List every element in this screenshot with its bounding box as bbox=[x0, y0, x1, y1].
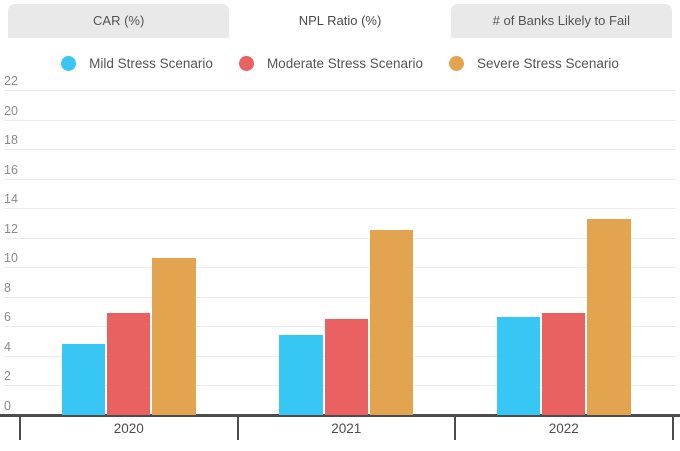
x-axis-line bbox=[0, 414, 680, 417]
y-axis-tick-label: 20 bbox=[4, 103, 18, 118]
x-axis-category-label: 2020 bbox=[113, 421, 144, 436]
y-axis-tick-label: 10 bbox=[4, 251, 18, 266]
legend-item-severe[interactable]: Severe Stress Scenario bbox=[449, 56, 619, 71]
moderate-series-dot-icon bbox=[238, 56, 254, 71]
severe-series-dot-icon bbox=[449, 56, 465, 71]
gridline bbox=[4, 89, 676, 91]
bar-mild-2020[interactable] bbox=[61, 344, 106, 415]
axis-tick bbox=[236, 414, 239, 440]
mild-series-dot-icon bbox=[61, 56, 77, 71]
y-axis-tick-label: 18 bbox=[4, 133, 18, 148]
gridline bbox=[4, 296, 676, 298]
y-axis-tick-label: 8 bbox=[4, 280, 11, 295]
bar-moderate-2022[interactable] bbox=[542, 313, 586, 415]
y-axis-tick-label: 22 bbox=[4, 73, 18, 88]
axis-tick bbox=[671, 414, 674, 440]
tab-car[interactable]: CAR (%) bbox=[8, 4, 230, 38]
legend-label: Severe Stress Scenario bbox=[477, 56, 619, 71]
axis-tick bbox=[19, 414, 21, 440]
gridline bbox=[4, 119, 676, 121]
gridline bbox=[4, 267, 676, 269]
legend-label: Mild Stress Scenario bbox=[89, 56, 213, 71]
y-axis-tick-label: 2 bbox=[4, 369, 11, 384]
bar-severe-2022[interactable] bbox=[587, 218, 631, 415]
y-axis-tick-label: 6 bbox=[4, 310, 11, 325]
y-axis-tick-label: 12 bbox=[4, 221, 18, 236]
legend-item-moderate[interactable]: Moderate Stress Scenario bbox=[238, 56, 424, 71]
bar-severe-2021[interactable] bbox=[369, 230, 414, 415]
x-axis-category-label: 2022 bbox=[548, 421, 579, 436]
axis-tick bbox=[454, 414, 456, 440]
legend-item-mild[interactable]: Mild Stress Scenario bbox=[61, 56, 213, 71]
y-axis-tick-label: 14 bbox=[4, 192, 18, 207]
tab-bar: CAR (%) NPL Ratio (%) # of Banks Likely … bbox=[8, 4, 672, 38]
chart-legend: Mild Stress Scenario Moderate Stress Sce… bbox=[0, 56, 680, 71]
tab-banks-likely-to-fail[interactable]: # of Banks Likely to Fail bbox=[450, 4, 672, 38]
gridline bbox=[4, 178, 676, 180]
bar-mild-2021[interactable] bbox=[279, 335, 323, 415]
y-axis-tick-label: 16 bbox=[4, 162, 18, 177]
gridline bbox=[4, 208, 676, 210]
y-axis-tick-label: 0 bbox=[4, 399, 11, 413]
x-axis-category-label: 2021 bbox=[331, 421, 362, 436]
bar-severe-2020[interactable] bbox=[152, 258, 196, 415]
bar-mild-2022[interactable] bbox=[496, 317, 541, 415]
bar-moderate-2021[interactable] bbox=[324, 318, 368, 415]
legend-label: Moderate Stress Scenario bbox=[266, 56, 424, 71]
gridline bbox=[4, 237, 676, 239]
y-axis-tick-label: 4 bbox=[4, 339, 11, 354]
bar-moderate-2020[interactable] bbox=[107, 313, 151, 415]
gridline bbox=[4, 149, 676, 151]
tab-npl-ratio[interactable]: NPL Ratio (%) bbox=[229, 4, 451, 38]
